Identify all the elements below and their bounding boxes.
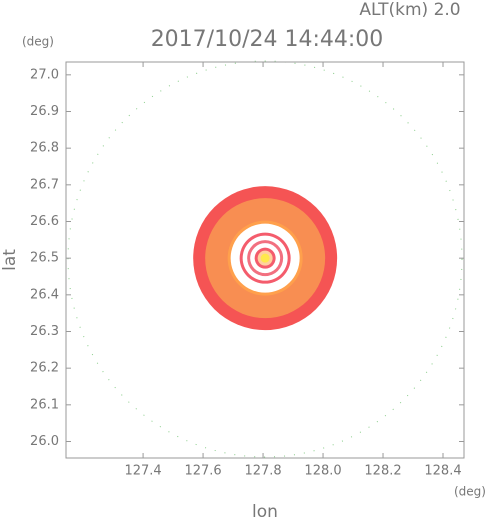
range-circle <box>67 60 463 458</box>
y-tick-label: 27.0 <box>30 67 59 82</box>
y-tick-label: 26.2 <box>30 361 59 376</box>
y-tick-label: 26.5 <box>30 251 59 266</box>
y-axis-title: lat <box>0 249 20 271</box>
y-tick-label: 26.6 <box>30 214 59 229</box>
y-tick-label: 26.0 <box>30 434 59 449</box>
echo-ring <box>260 253 270 263</box>
x-tick-label: 127.4 <box>124 464 161 479</box>
x-unit: (deg) <box>454 485 486 499</box>
x-tick-label: 128.2 <box>364 464 401 479</box>
y-tick-label: 26.7 <box>30 177 59 192</box>
x-tick-label: 127.8 <box>244 464 281 479</box>
x-axis-title: lon <box>252 502 278 521</box>
y-tick-label: 26.9 <box>30 104 59 119</box>
y-tick-label: 26.1 <box>30 397 59 412</box>
altitude-label: ALT(km) 2.0 <box>359 0 460 20</box>
y-tick-label: 26.4 <box>30 287 59 302</box>
y-unit: (deg) <box>22 35 54 49</box>
plot-frame <box>65 61 465 459</box>
x-tick-label: 127.6 <box>184 464 221 479</box>
x-tick-label: 128.4 <box>424 464 461 479</box>
y-tick-label: 26.3 <box>30 324 59 339</box>
y-tick-label: 26.8 <box>30 141 59 156</box>
x-tick-label: 128.0 <box>304 464 341 479</box>
chart-title: 2017/10/24 14:44:00 <box>151 27 384 52</box>
